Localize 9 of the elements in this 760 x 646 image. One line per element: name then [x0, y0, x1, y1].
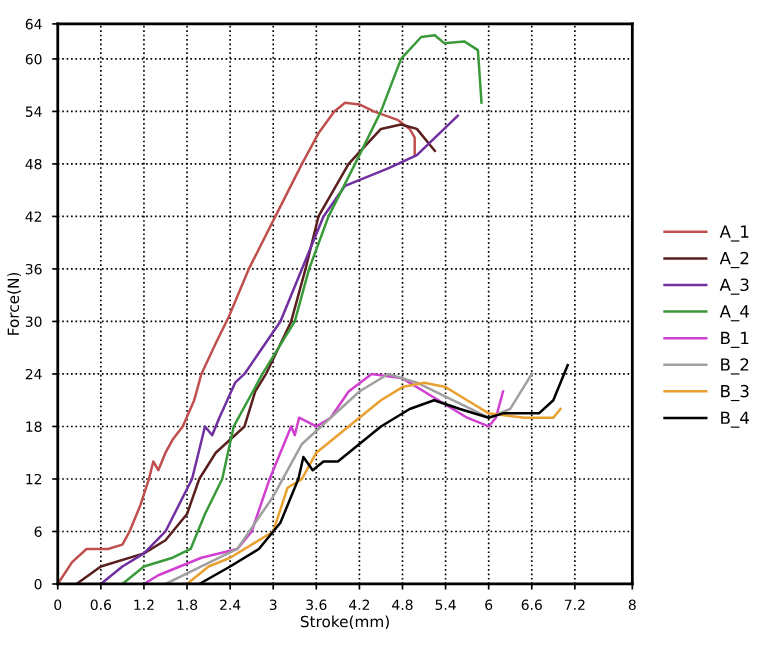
legend-label: B_1 — [721, 331, 749, 348]
legend-label: B_4 — [721, 411, 749, 428]
line-series — [121, 34, 483, 584]
legend-label: B_3 — [721, 384, 749, 402]
legend-label: A_4 — [719, 305, 749, 322]
legend-label: A_2 — [719, 251, 749, 269]
legend-label: A_3 — [719, 278, 749, 295]
legend-label: B_2 — [721, 358, 749, 375]
legend-label: A_1 — [719, 225, 749, 242]
